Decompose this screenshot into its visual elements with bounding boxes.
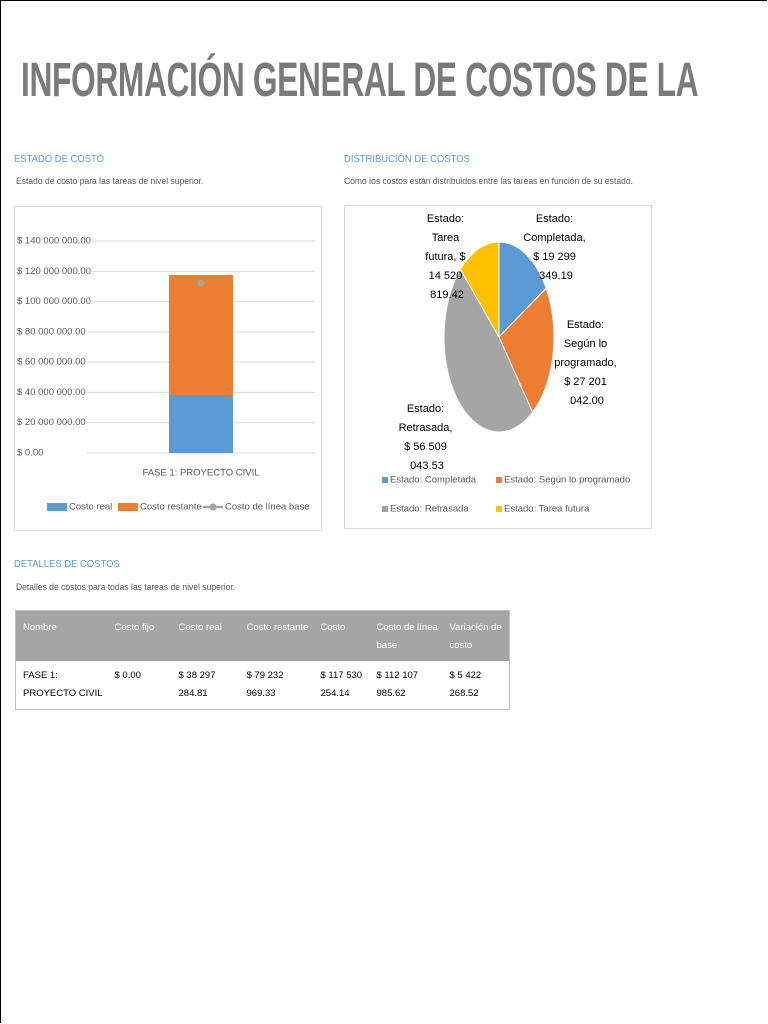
pie-slice (498, 287, 555, 414)
y-tick-label: $ 20 000 000.00 (17, 417, 86, 428)
table-row: FASE 1: PROYECTO CIVIL $ 0.00 $ 38 297 284… (16, 661, 510, 710)
legend-label: Costo restante (140, 502, 202, 513)
x-tick-label: FASE 1: PROYECTO CIVIL (142, 468, 259, 479)
page-title: INFORMACIÓN GENERAL DE COSTOS DE LA (21, 54, 699, 107)
y-tick-label: $ 40 000 000.00 (17, 387, 86, 398)
legend-label: Costo real (69, 502, 112, 513)
column-header: Costo (313, 610, 370, 661)
baseline-marker (197, 279, 205, 287)
legend-swatch (382, 477, 388, 483)
legend-swatch (47, 503, 67, 511)
column-header: Variación de costo (442, 610, 510, 661)
table-cell: $ 38 297 284.81 (178, 670, 216, 699)
data-label: Estado: Completada, $ 19 299 349.19 (523, 213, 588, 282)
table-cell: $ 79 232 969.33 (246, 670, 284, 699)
section-title: DETALLES DE COSTOS (14, 558, 120, 570)
y-tick-label: $ 0.00 (17, 448, 43, 459)
column-header: Nombre (15, 610, 108, 661)
legend-label: Estado: Completada (390, 475, 477, 486)
pie-slice (443, 268, 534, 433)
column-header: Costo de línea base (369, 610, 443, 661)
data-label: Estado: Según lo programado, $ 27 201 04… (554, 319, 619, 407)
legend-label: Costo de línea base (225, 502, 310, 513)
table-cell: $ 0.00 (114, 670, 141, 681)
column-header: Costo restante (239, 610, 314, 661)
y-tick-label: $ 60 000 000.00 (17, 357, 86, 368)
table-cell: $ 117 530 254.14 (320, 670, 363, 699)
y-tick-label: $ 140 000 000.00 (17, 236, 91, 247)
bar-segment (169, 395, 233, 453)
pie-slice (459, 241, 500, 339)
section-title: ESTADO DE COSTO (14, 153, 104, 165)
section-subtitle: Estado de costo para las tareas de nivel… (16, 176, 204, 187)
cost-table: Nombre Costo fijo Costo real Costo restante… (15, 610, 510, 710)
bar-segment (169, 275, 233, 396)
legend-swatch (496, 506, 502, 512)
legend-swatch (118, 503, 138, 511)
bar-chart: $ 0.00 $ 20 000 000.00 $ 40 000 000.00 $ 60… (14, 206, 322, 531)
legend-swatch (496, 477, 502, 483)
legend-swatch (382, 506, 388, 512)
column-header: Costo real (171, 610, 240, 661)
legend-label: Estado: Según lo programado (504, 475, 630, 486)
y-tick-label: $ 80 000 000.00 (17, 326, 86, 337)
legend-label: Estado: Tarea futura (504, 504, 590, 515)
table-cell: $ 112 107 985.62 (376, 670, 419, 699)
y-tick-label: $ 120 000 000.00 (17, 266, 91, 277)
data-label: Estado: Tarea futura, $ 14 520 819.42 (425, 213, 468, 301)
column-header: Costo fijo (107, 610, 172, 661)
header-row: Nombre Costo fijo Costo real Costo restante… (15, 610, 510, 661)
y-tick-label: $ 100 000 000.00 (17, 296, 91, 307)
pie-slice (498, 241, 547, 339)
table-cell: FASE 1: PROYECTO CIVIL (23, 670, 103, 699)
pie-chart: Estado: Completada, $ 19 299 349.19 Estad… (344, 205, 652, 529)
section-subtitle: Detalles de costos para todas las tareas… (16, 582, 236, 593)
section-subtitle: Cómo los costos están distribuidos entre… (344, 176, 633, 187)
section-title: DISTRIBUCIÓN DE COSTOS (344, 153, 470, 165)
legend-label: Estado: Retrasada (390, 504, 469, 515)
data-label: Estado: Retrasada, $ 56 509 043.53 (399, 403, 456, 472)
table-cell: $ 5 422 268.52 (449, 670, 482, 699)
legend-swatch (209, 503, 217, 511)
